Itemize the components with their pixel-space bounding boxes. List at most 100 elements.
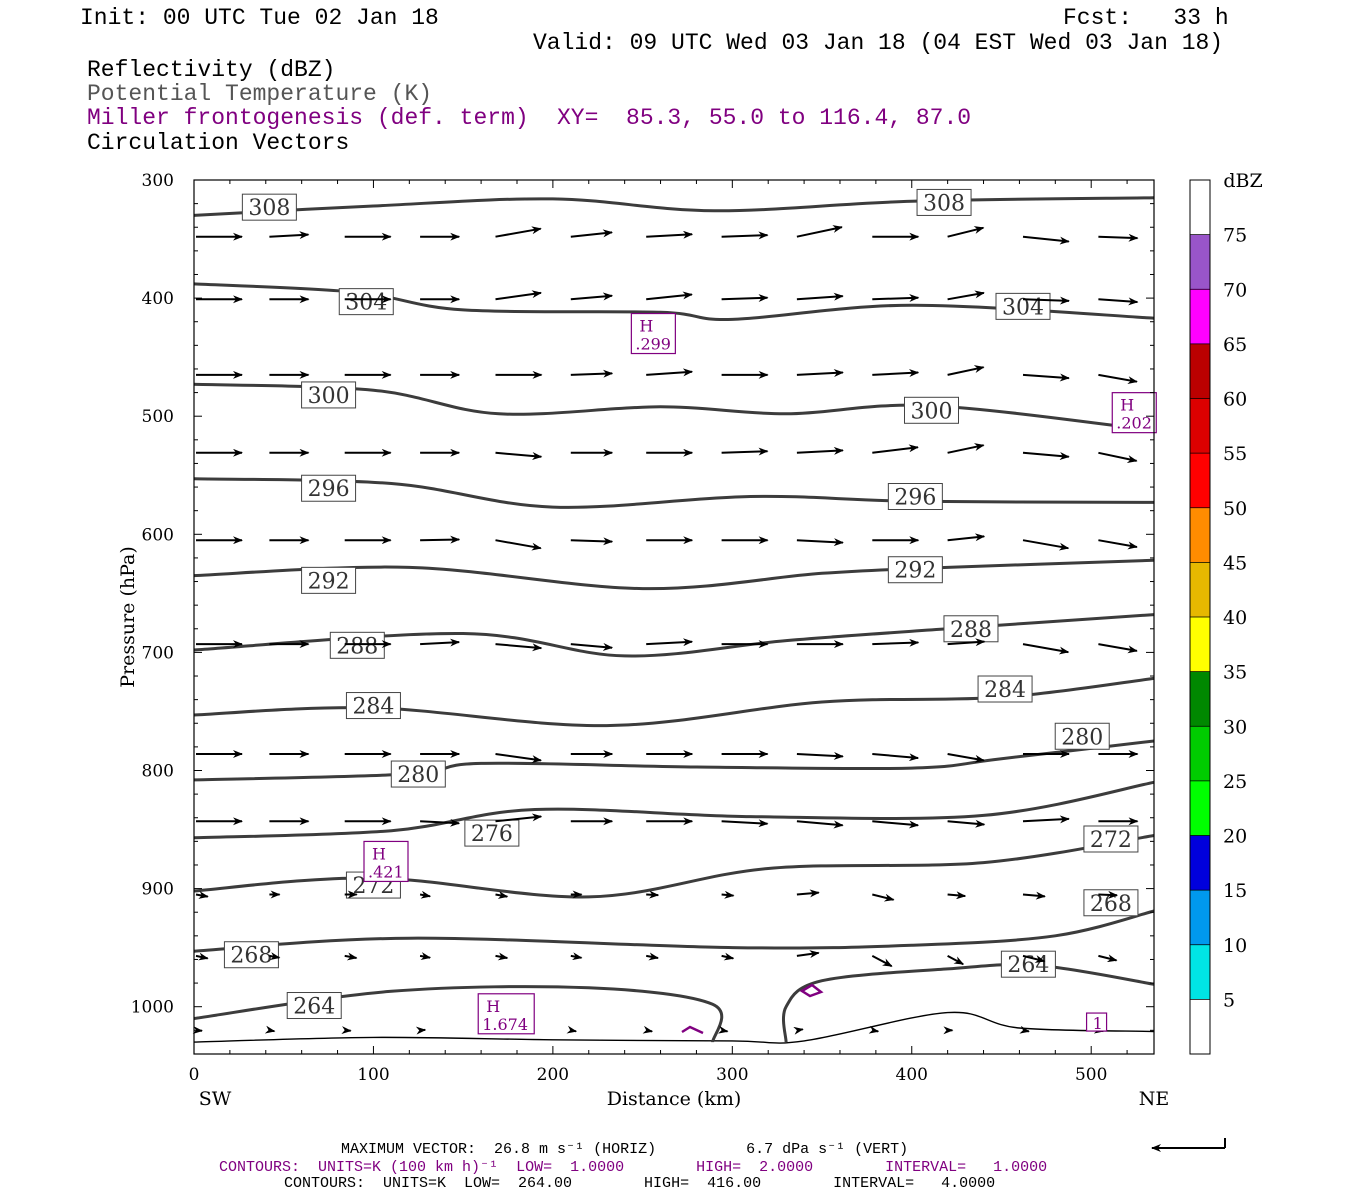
theta-label-box (390, 760, 446, 788)
miller-contour-note: CONTOURS: UNITS=K (100 km h)⁻¹ LOW= 1.00… (219, 1159, 1048, 1176)
circulation-vector (195, 891, 209, 899)
theta-label-box (916, 188, 972, 216)
theta-contour-264 (782, 963, 1155, 1043)
circulation-vector (796, 538, 844, 547)
colorbar-level-label: 50 (1223, 498, 1247, 520)
colorbar-level-label: 55 (1223, 443, 1247, 465)
x-tick-label: 0 (189, 1065, 200, 1085)
circulation-vector (570, 537, 614, 546)
theta-label-box (887, 556, 943, 584)
terrain-line (193, 1011, 1155, 1044)
colorbar-level-label: 10 (1223, 935, 1247, 957)
theta-contour-292 (193, 558, 1155, 591)
circulation-vector (646, 890, 660, 899)
circulation-vector (1022, 296, 1070, 305)
colorbar-level-label: 20 (1223, 826, 1247, 848)
theta-contour-296 (193, 477, 1155, 509)
circulation-vector (721, 231, 769, 240)
circulation-vector (796, 292, 844, 301)
theta-label: 300 (308, 384, 350, 409)
circulation-vector (570, 952, 583, 961)
circulation-vector (495, 290, 542, 301)
circulation-vector (1098, 539, 1138, 550)
circulation-vector (1022, 954, 1046, 963)
theta-label-box (1000, 950, 1056, 978)
reference-vector (1151, 1138, 1226, 1152)
theta-label: 300 (910, 399, 952, 424)
colorbar-swatch (1190, 453, 1210, 509)
circulation-vector (872, 368, 920, 377)
circulation-vector (570, 642, 614, 651)
circulation-vector (1022, 891, 1046, 900)
circulation-vector (495, 753, 542, 764)
y-tick-label: 300 (142, 171, 174, 191)
circulation-vector (1098, 297, 1139, 306)
x-tick-label: 200 (537, 1065, 569, 1085)
y-tick-label: 900 (142, 880, 174, 900)
ne-label: NE (1139, 1088, 1170, 1110)
theta-label: 288 (336, 634, 378, 659)
circulation-vector (570, 229, 613, 238)
colorbar-level-label: 30 (1223, 716, 1247, 738)
y-tick-label: 600 (142, 525, 174, 545)
theta-label: 280 (397, 763, 439, 788)
theta-contour-280 (193, 739, 1155, 782)
theta-label-box (301, 381, 357, 409)
theta-contour-276 (193, 780, 1155, 840)
theta-label-box (329, 631, 385, 659)
y-tick-label: 800 (142, 762, 174, 782)
circulation-vector (872, 638, 920, 647)
theta-contour-272 (193, 834, 1155, 899)
colorbar-level-label: 60 (1223, 389, 1247, 411)
circulation-vector (269, 952, 281, 961)
circulation-vector (947, 955, 965, 966)
circulation-vector (947, 533, 986, 542)
miller-extremum-value: .421 (368, 862, 404, 881)
circulation-vector (1098, 373, 1138, 385)
theta-label-box (241, 193, 297, 221)
circulation-vector (947, 443, 985, 454)
circulation-vector (1019, 1025, 1030, 1034)
theta-contour-308 (193, 196, 1155, 217)
circulation-vector (947, 638, 986, 647)
theta-label: 276 (471, 822, 513, 847)
circulation-vector (872, 820, 920, 829)
field-miller: Miller frontogenesis (def. term) (87, 105, 529, 131)
field-vectors: Circulation Vectors (87, 130, 350, 156)
colorbar-swatch (1190, 180, 1210, 236)
circulation-vector (871, 955, 893, 968)
circulation-vector (1098, 643, 1138, 654)
theta-label-box (286, 992, 342, 1020)
colorbar-swatch (1190, 999, 1210, 1055)
theta-label-box (223, 941, 279, 969)
circulation-vector (1022, 451, 1070, 461)
circulation-vector (646, 230, 694, 239)
miller-extremum-box (1111, 392, 1157, 434)
theta-label-box (1083, 825, 1139, 853)
circulation-vector (721, 294, 769, 303)
colorbar-swatch (1190, 780, 1210, 836)
theta-label-box (301, 566, 357, 594)
circulation-vector (495, 813, 543, 823)
init-time: Init: 00 UTC Tue 02 Jan 18 (80, 5, 439, 31)
circulation-vector (796, 446, 844, 455)
circulation-vector (495, 891, 509, 899)
colorbar-level-label: 70 (1223, 279, 1247, 301)
miller-extremum-value: .299 (635, 335, 671, 354)
circulation-vector (646, 952, 659, 961)
theta-label-box (943, 615, 999, 643)
colorbar-swatch (1190, 726, 1210, 782)
miller-extremum-label: H (1120, 396, 1134, 415)
valid-time: Valid: 09 UTC Wed 03 Jan 18 (04 EST Wed … (533, 30, 1224, 56)
y-tick-label: 400 (142, 289, 174, 309)
colorbar-level-label: 5 (1223, 989, 1235, 1011)
miller-contour-small (799, 983, 824, 998)
circulation-vector (796, 820, 844, 829)
miller-extremum-label: H (639, 317, 653, 336)
circulation-vector (570, 292, 614, 301)
theta-label: 296 (894, 486, 936, 511)
theta-label: 292 (308, 569, 350, 594)
circulation-vector (872, 893, 895, 902)
circulation-vector (796, 225, 843, 238)
